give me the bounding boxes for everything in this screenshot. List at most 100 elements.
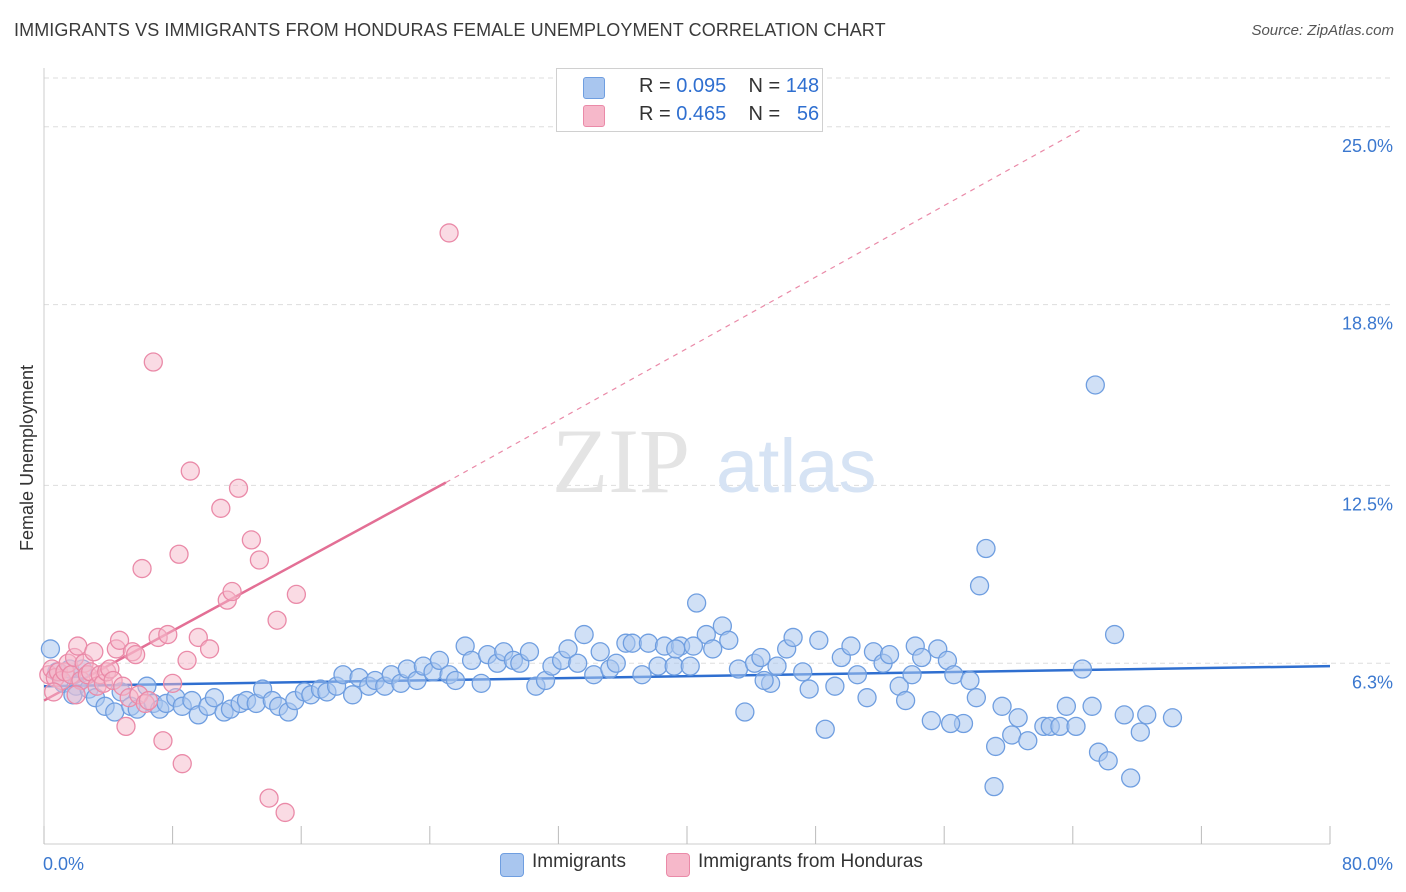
point-honduras	[143, 352, 163, 372]
point-immigrants	[683, 636, 704, 656]
point-immigrants	[1002, 725, 1022, 745]
point-immigrants	[638, 633, 659, 653]
point-immigrants	[342, 685, 363, 705]
point-immigrants	[751, 647, 771, 668]
bottom-legend-label-immigrants: Immigrants	[532, 851, 626, 872]
point-immigrants	[940, 713, 961, 734]
point-immigrants	[895, 690, 916, 711]
y-tick-label: 12.5%	[1342, 494, 1393, 514]
point-immigrants	[825, 676, 845, 696]
point-immigrants	[622, 633, 642, 653]
point-immigrants	[1008, 708, 1028, 728]
point-honduras	[188, 627, 208, 648]
axis-layer	[43, 68, 1331, 845]
point-honduras	[172, 754, 192, 774]
legend-text-immigrants: R = 0.095 N = 148	[639, 75, 820, 97]
point-immigrants	[992, 696, 1012, 716]
point-honduras	[66, 685, 86, 705]
point-honduras	[275, 802, 295, 823]
point-immigrants	[841, 636, 861, 656]
point-immigrants	[847, 665, 868, 685]
grid-layer: 6.3% 12.5% 18.8% 25.0%	[44, 77, 1393, 692]
point-immigrants	[902, 665, 922, 685]
point-honduras	[199, 639, 220, 659]
point-honduras	[211, 498, 231, 518]
point-immigrants	[984, 776, 1004, 797]
point-immigrants	[754, 670, 774, 691]
legend-swatch-pink	[583, 105, 605, 127]
point-immigrants	[568, 653, 588, 673]
point-immigrants	[809, 630, 829, 650]
point-honduras	[286, 584, 307, 605]
point-immigrants	[666, 639, 686, 659]
watermark-zip: ZIP	[552, 410, 690, 512]
point-immigrants	[519, 642, 540, 662]
point-immigrants	[1082, 696, 1102, 716]
point-immigrants	[1056, 696, 1077, 716]
point-immigrants	[1121, 768, 1141, 788]
point-honduras	[228, 478, 249, 498]
legend-swatch-blue	[583, 77, 605, 99]
watermark-atlas: atlas	[716, 424, 877, 509]
point-immigrants	[703, 639, 723, 659]
point-immigrants	[590, 642, 610, 662]
point-immigrants	[1162, 708, 1183, 728]
x-tick-max: 80.0%	[1342, 854, 1393, 874]
point-immigrants	[719, 630, 739, 650]
point-immigrants	[680, 656, 700, 676]
legend-text-honduras: R = 0.465 N = 56	[639, 103, 820, 125]
points-layer	[39, 223, 1183, 823]
point-immigrants	[632, 665, 652, 685]
point-honduras	[439, 223, 459, 243]
point-honduras	[138, 690, 159, 711]
bottom-legend-swatch-pink	[666, 853, 690, 877]
point-immigrants	[1018, 731, 1038, 751]
point-immigrants	[976, 538, 996, 559]
point-immigrants	[735, 702, 755, 722]
point-immigrants	[461, 650, 482, 671]
point-immigrants	[648, 656, 668, 676]
bottom-legend-swatch-blue	[500, 853, 524, 877]
point-honduras	[241, 530, 262, 550]
point-immigrants	[1072, 659, 1093, 679]
y-tick-label: 18.8%	[1342, 314, 1393, 334]
point-honduras	[249, 550, 270, 570]
point-immigrants	[445, 670, 466, 691]
point-honduras	[153, 731, 173, 751]
point-immigrants	[799, 679, 819, 699]
source-label: Source: ZipAtlas.com	[1251, 22, 1394, 39]
point-immigrants	[966, 688, 986, 708]
point-immigrants	[558, 639, 578, 659]
point-honduras	[43, 682, 64, 702]
point-immigrants	[1098, 751, 1118, 771]
point-immigrants	[1104, 624, 1125, 645]
point-honduras	[84, 642, 104, 662]
point-honduras	[222, 581, 242, 602]
y-axis-label: Female Unemployment	[17, 365, 37, 551]
point-immigrants	[204, 688, 225, 708]
point-honduras	[177, 650, 197, 671]
point-honduras	[259, 788, 279, 808]
trendline-honduras-extension	[445, 129, 1082, 484]
point-immigrants	[857, 688, 877, 708]
point-immigrants	[767, 656, 787, 676]
point-immigrants	[686, 593, 707, 613]
point-immigrants	[944, 665, 964, 685]
point-honduras	[68, 636, 88, 656]
point-immigrants	[912, 647, 932, 668]
point-honduras	[125, 645, 146, 665]
bottom-legend-label-honduras: Immigrants from Honduras	[698, 851, 923, 872]
point-immigrants	[879, 645, 900, 665]
point-immigrants	[429, 650, 450, 671]
point-immigrants	[793, 662, 813, 682]
point-immigrants	[815, 719, 835, 739]
point-honduras	[132, 558, 152, 579]
point-honduras	[267, 610, 287, 630]
point-immigrants	[40, 639, 61, 659]
point-honduras	[116, 716, 136, 737]
point-immigrants	[333, 665, 353, 685]
point-immigrants	[584, 665, 604, 685]
point-immigrants	[969, 576, 990, 596]
y-tick-label: 6.3%	[1352, 672, 1393, 692]
